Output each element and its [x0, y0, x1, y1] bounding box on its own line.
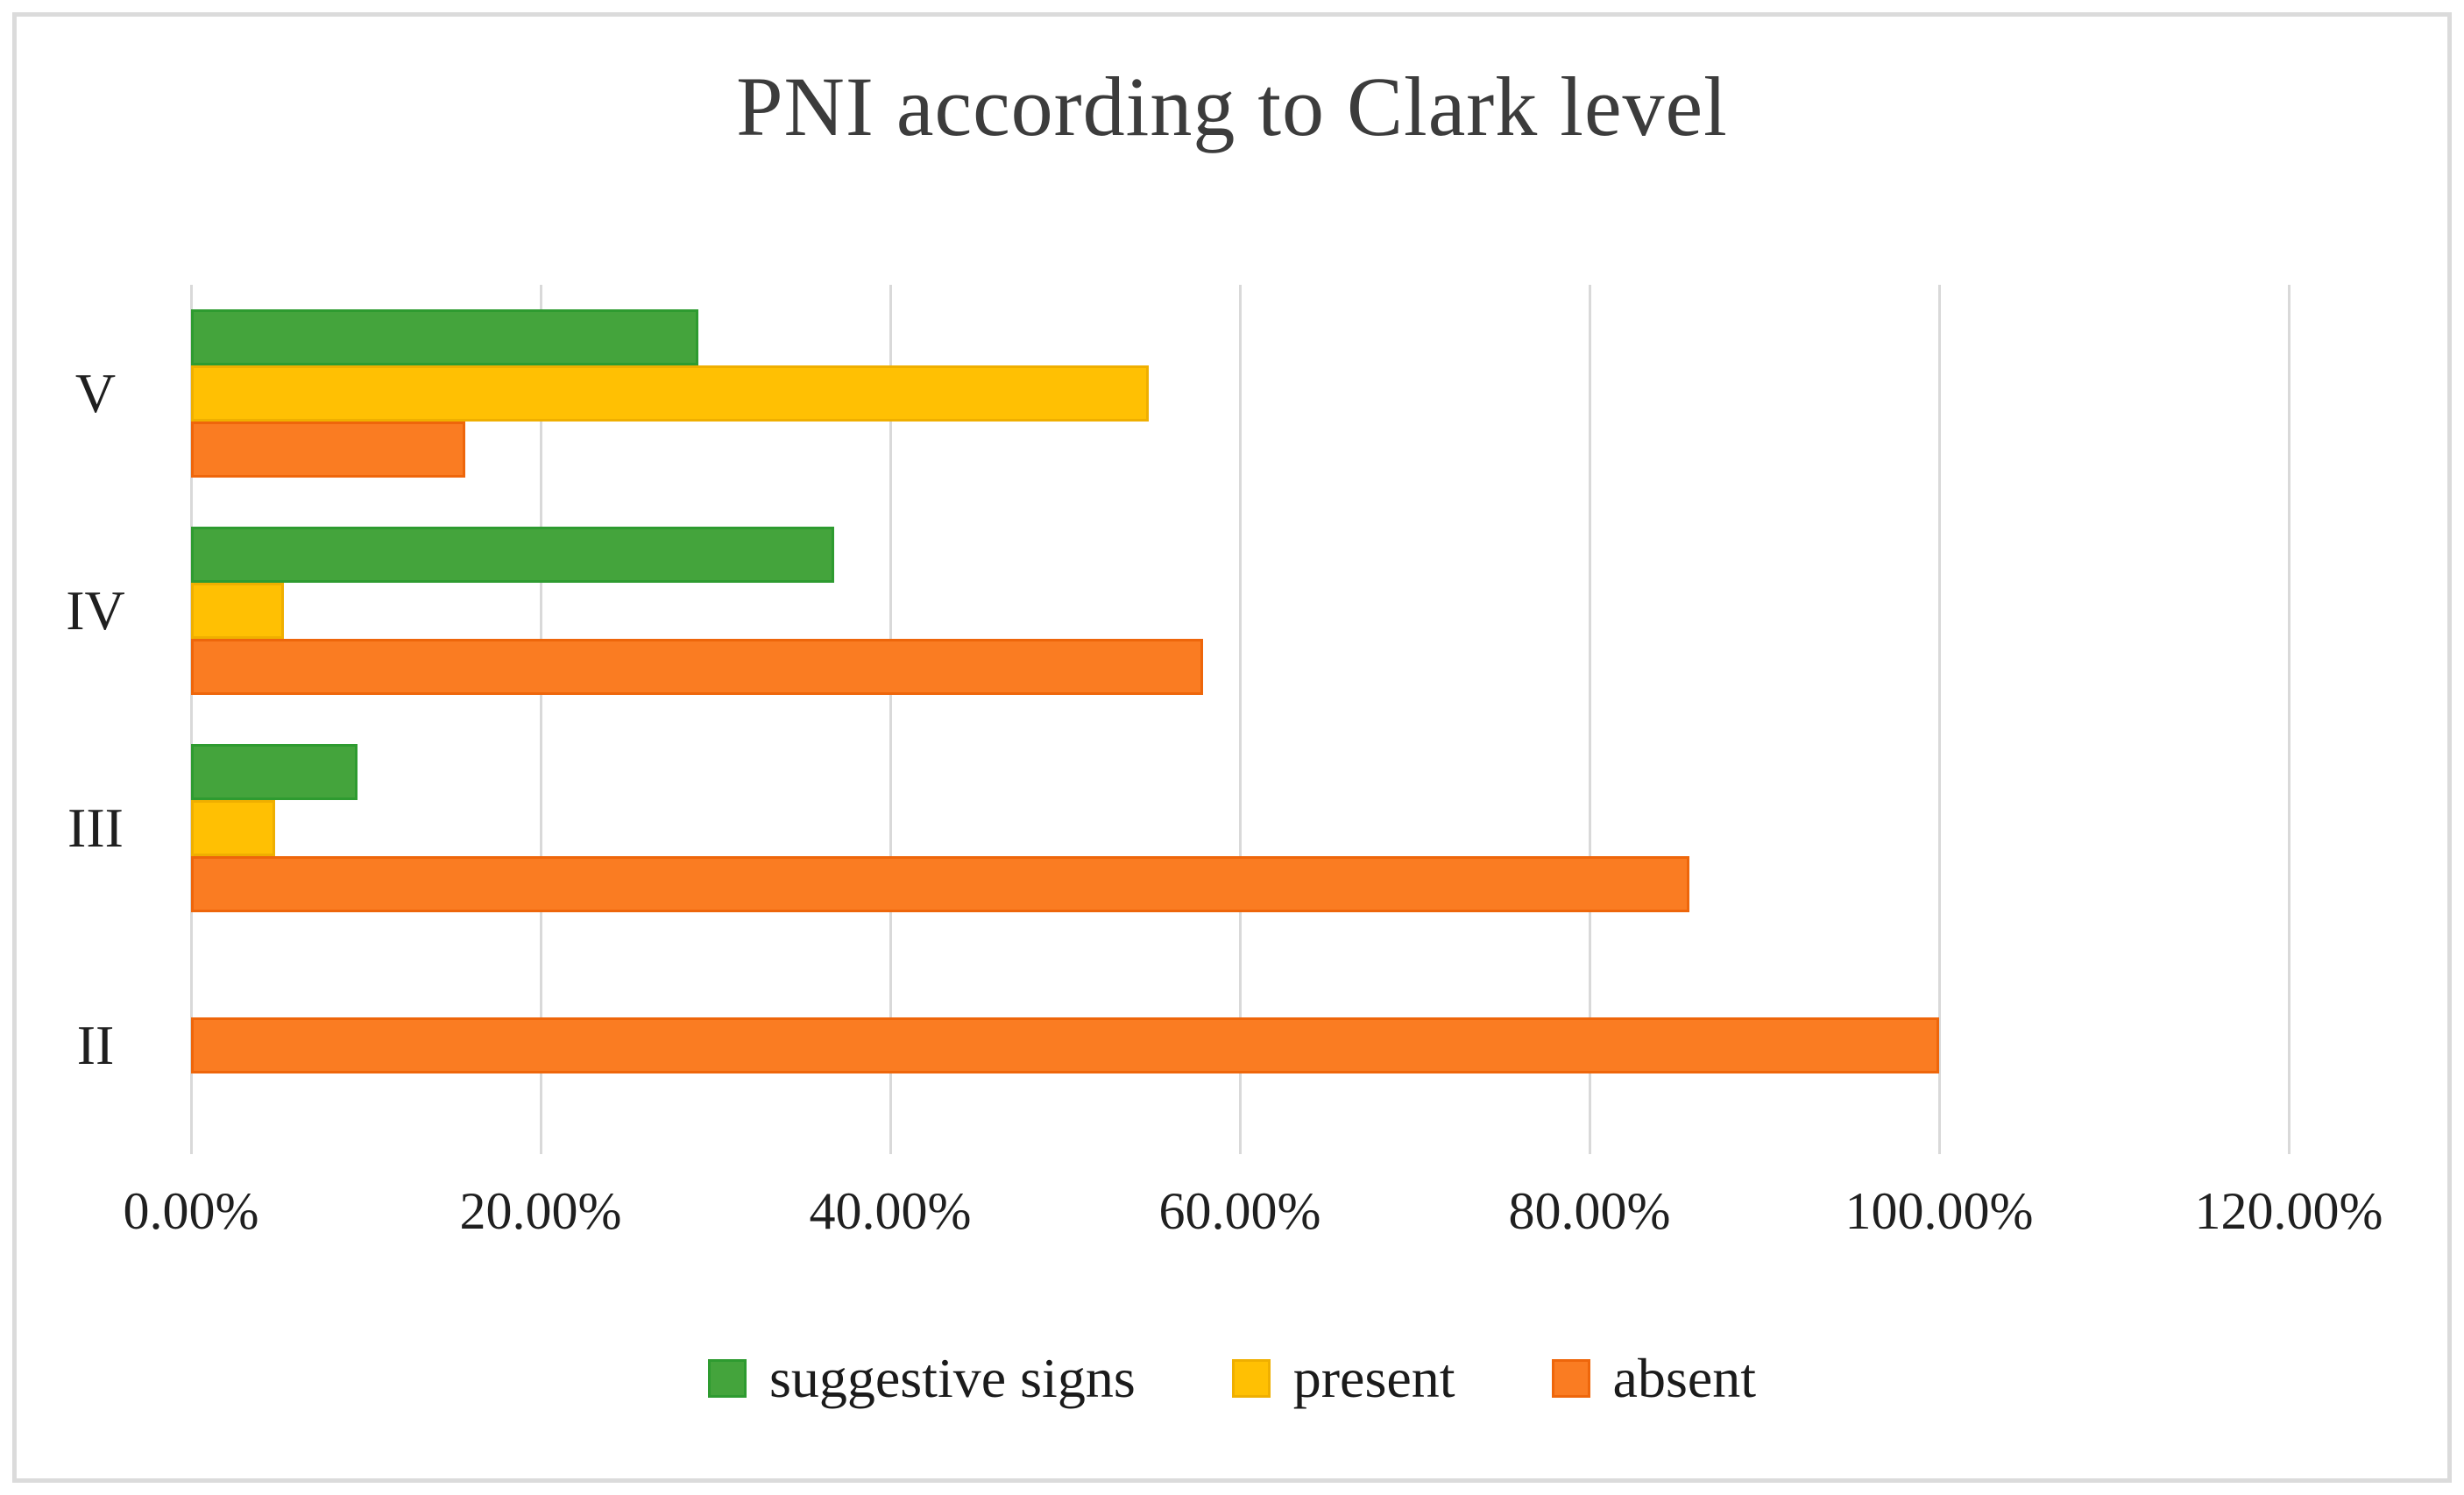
bar-group	[191, 502, 2289, 719]
y-axis-label: V	[74, 362, 117, 424]
gridline	[1938, 285, 1941, 1154]
gridline	[889, 285, 892, 1154]
bar-rows	[191, 285, 2289, 1154]
x-tick-label: 80.00%	[1508, 1182, 1671, 1240]
x-tick-label: 60.00%	[1158, 1182, 1321, 1240]
bar-present-IV	[191, 583, 284, 639]
x-axis-labels: 0.00% 20.00% 40.00% 60.00% 80.00% 100.00% 120.…	[124, 1181, 2383, 1260]
bar-present-III	[191, 800, 275, 856]
bar-suggestive-signs-IV	[191, 527, 835, 583]
x-tick-label: 0.00%	[123, 1182, 259, 1240]
bar-absent-III	[191, 856, 1689, 912]
chart-title: PNI according to Clark level	[736, 60, 1728, 153]
gridline	[1239, 285, 1242, 1154]
gridline	[540, 285, 542, 1154]
bar-suggestive-signs-III	[191, 744, 358, 800]
gridline	[2288, 285, 2291, 1154]
x-tick-label: 100.00%	[1844, 1182, 2034, 1240]
gridline	[190, 285, 193, 1154]
bar-absent-V	[191, 422, 466, 478]
x-tick-label: 20.00%	[459, 1182, 622, 1240]
bar-group	[191, 719, 2289, 937]
plot-area	[190, 285, 2291, 1154]
legend-label: present	[1292, 1347, 1455, 1409]
bar-present-V	[191, 365, 1150, 422]
bar-group	[191, 285, 2289, 502]
x-tick-label: 120.00%	[2194, 1182, 2383, 1240]
bar-absent-II	[191, 1017, 1939, 1073]
legend: suggestive signs present absent	[0, 1339, 2464, 1418]
y-axis-label: II	[76, 1014, 115, 1076]
gridline	[1589, 285, 1591, 1154]
legend-swatch-icon	[707, 1359, 747, 1398]
legend-item: present	[1231, 1346, 1455, 1411]
bar-suggestive-signs-V	[191, 309, 698, 365]
y-axis-labels: V IV III II	[0, 285, 191, 1154]
y-axis-label: IV	[66, 579, 125, 641]
x-tick-label: 40.00%	[809, 1182, 972, 1240]
legend-swatch-icon	[1551, 1359, 1590, 1398]
bar-absent-IV	[191, 639, 1204, 695]
legend-item: suggestive signs	[707, 1346, 1136, 1411]
bar-group	[191, 937, 2289, 1154]
legend-label: absent	[1612, 1347, 1757, 1409]
legend-label: suggestive signs	[768, 1347, 1136, 1409]
y-axis-label: III	[67, 797, 124, 859]
legend-swatch-icon	[1231, 1359, 1271, 1398]
legend-item: absent	[1551, 1346, 1757, 1411]
